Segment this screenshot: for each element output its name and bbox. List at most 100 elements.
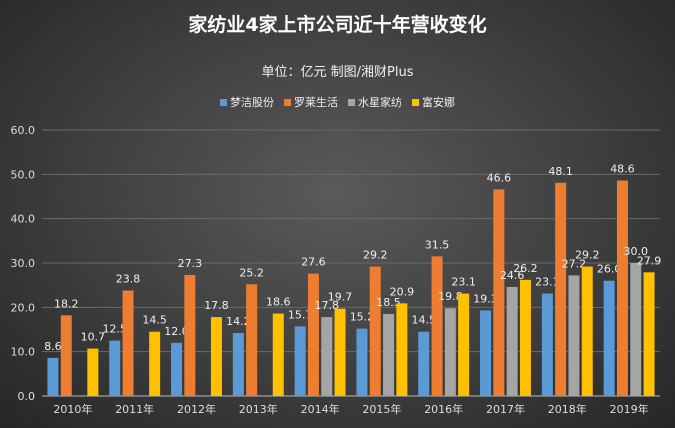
x-tick-label: 2018年 (548, 402, 587, 416)
y-tick-label: 10.0 (11, 346, 36, 359)
bar (87, 348, 99, 396)
bar (458, 293, 470, 396)
bar (480, 310, 492, 396)
legend-swatch (220, 98, 227, 106)
data-label: 15.7 (288, 308, 313, 321)
bar (369, 266, 381, 396)
data-label: 29.2 (575, 249, 600, 262)
legend-label: 梦洁股份 (230, 96, 274, 109)
legend-label: 富安娜 (422, 96, 455, 109)
data-label: 18.2 (54, 297, 79, 310)
data-label: 10.7 (81, 331, 106, 344)
legend-swatch (348, 98, 355, 106)
bar (383, 313, 395, 396)
x-tick-label: 2011年 (115, 402, 154, 416)
x-tick-label: 2016年 (424, 402, 463, 416)
bar (122, 290, 134, 396)
bar (431, 256, 443, 396)
x-tick-label: 2012年 (177, 402, 216, 416)
bar (210, 317, 222, 396)
legend-swatch (284, 98, 291, 106)
data-label: 27.2 (562, 257, 587, 270)
data-label: 12.5 (103, 323, 128, 336)
data-label: 14.5 (142, 314, 167, 327)
legend-label: 水星家纺 (358, 96, 402, 109)
bar (568, 275, 580, 396)
y-tick-label: 50.0 (11, 168, 36, 181)
bar (418, 331, 430, 396)
bar (519, 279, 531, 396)
data-label: 8.6 (44, 340, 62, 353)
bar (294, 326, 306, 396)
chart-subtitle: 单位：亿元 制图/湘财Plus (261, 65, 414, 80)
data-label: 23.8 (116, 272, 141, 285)
bar (321, 317, 333, 396)
bar (541, 293, 553, 396)
x-tick-label: 2019年 (610, 402, 649, 416)
y-tick-label: 60.0 (11, 124, 36, 137)
bar (232, 333, 244, 396)
x-tick-label: 2010年 (53, 402, 92, 416)
data-label: 46.6 (487, 171, 512, 184)
data-label: 23.1 (535, 276, 560, 289)
data-label: 14.2 (226, 315, 251, 328)
y-tick-label: 30.0 (11, 257, 36, 270)
legend-item: 水星家纺 (348, 94, 402, 110)
y-tick-label: 0.0 (18, 390, 36, 403)
data-label: 19.7 (328, 291, 353, 304)
x-tick-label: 2015年 (362, 402, 401, 416)
bar (109, 340, 121, 396)
bar (272, 313, 284, 396)
data-label: 24.6 (500, 269, 525, 282)
data-label: 15.2 (350, 311, 375, 324)
legend-item: 梦洁股份 (220, 94, 274, 110)
bar (149, 331, 161, 396)
bar (506, 286, 518, 396)
bar (444, 308, 456, 396)
x-tick-label: 2017年 (486, 402, 525, 416)
bar (630, 263, 642, 396)
bar (171, 342, 183, 396)
bar (184, 274, 196, 396)
data-label: 30.0 (624, 245, 649, 258)
bar (246, 284, 258, 396)
data-label: 17.8 (315, 299, 340, 312)
legend-swatch (412, 98, 419, 106)
data-label: 14.5 (412, 314, 437, 327)
data-label: 27.9 (637, 254, 662, 267)
y-tick-label: 20.0 (11, 301, 36, 314)
data-label: 29.2 (363, 249, 388, 262)
bar (603, 280, 615, 396)
data-label: 48.1 (548, 165, 573, 178)
bar (493, 189, 505, 396)
legend-label: 罗莱生活 (294, 96, 338, 109)
bar (60, 315, 72, 396)
x-tick-label: 2014年 (301, 402, 340, 416)
data-label: 18.5 (376, 296, 401, 309)
data-label: 26.2 (513, 262, 538, 275)
data-label: 17.8 (204, 299, 229, 312)
data-label: 23.1 (451, 276, 476, 289)
data-label: 48.6 (610, 163, 635, 176)
data-label: 20.9 (390, 285, 415, 298)
legend-item: 富安娜 (412, 94, 455, 110)
data-label: 19.8 (438, 290, 463, 303)
legend-item: 罗莱生活 (284, 94, 338, 110)
data-label: 19.3 (473, 292, 498, 305)
chart-title: 家纺业4家上市公司近十年营收变化 (188, 14, 487, 36)
bar (47, 357, 59, 396)
data-label: 12.0 (164, 325, 189, 338)
bar (334, 308, 346, 396)
bar (643, 272, 655, 396)
data-label: 27.3 (178, 257, 203, 270)
bar (396, 303, 408, 396)
bar (555, 182, 567, 396)
data-label: 25.2 (239, 266, 264, 279)
legend: 梦洁股份 罗莱生活 水星家纺 富安娜 (0, 94, 675, 110)
x-tick-label: 2013年 (239, 402, 278, 416)
bar (356, 328, 368, 396)
data-label: 26.0 (597, 263, 622, 276)
data-label: 18.6 (266, 296, 291, 309)
bar (307, 273, 319, 396)
